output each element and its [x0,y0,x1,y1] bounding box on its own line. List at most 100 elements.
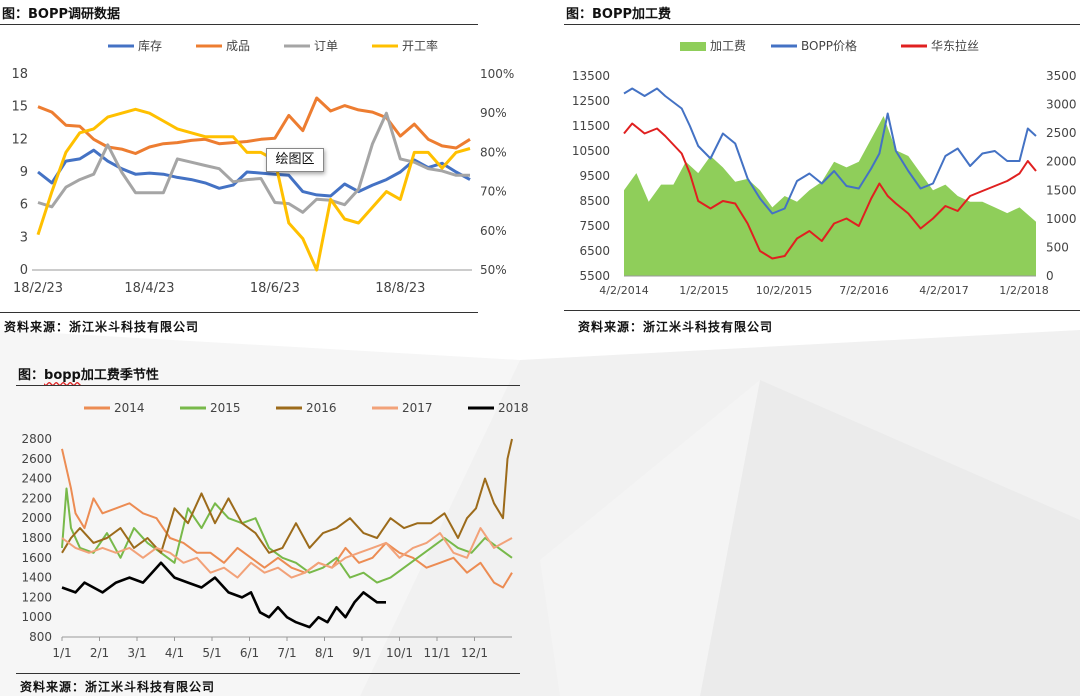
panel3-title: 图：bopp加工费季节性 [18,364,159,383]
y-right-tick-label: 70% [480,185,507,199]
y-left-tick-label: 10500 [572,144,610,158]
y-right-tick-label: 2500 [1046,126,1077,140]
plot-area-tooltip: 绘图区 [266,148,324,172]
y-right-tick-label: 100% [480,67,514,81]
y-tick-label: 1600 [21,551,52,565]
x-tick-label: 8/1 [315,646,334,660]
series-line-库存 [37,148,471,198]
x-tick-label: 7/1 [277,646,296,660]
legend-label: 2018 [498,401,529,415]
x-tick-label: 11/1 [424,646,451,660]
x-tick-label: 18/2/23 [13,281,63,296]
x-tick-label: 9/1 [352,646,371,660]
y-left-tick-label: 0 [20,263,28,278]
panel3-title-word: bopp [44,368,81,383]
legend-label: 开工率 [402,38,438,53]
y-left-tick-label: 18 [11,67,28,82]
y-right-tick-label: 0 [1046,269,1054,283]
y-right-tick-label: 2000 [1046,155,1077,169]
x-tick-label: 10/2/2015 [756,284,812,297]
panel1-source-rule [0,312,478,313]
panel2-source-rule [564,310,1080,311]
series-line-2015 [61,487,513,584]
y-tick-label: 2600 [21,452,52,466]
y-right-tick-label: 50% [480,263,507,277]
legend-label: 2017 [402,401,433,415]
y-right-tick-label: 3000 [1046,98,1077,112]
y-left-tick-label: 13500 [572,69,610,83]
series-area-加工费 [624,116,1036,276]
y-left-tick-label: 7500 [579,219,610,233]
y-left-tick-label: 5500 [579,269,610,283]
y-right-tick-label: 1500 [1046,183,1077,197]
y-left-tick-label: 15 [11,100,28,115]
y-tick-label: 1200 [21,590,52,604]
y-left-tick-label: 8500 [579,194,610,208]
chart-bopp-processing-fee[interactable]: 加工费 BOPP价格 华东拉丝 5500 6500 7500 8500 9500 10500 11… [560,26,1080,302]
legend-label: 2014 [114,401,145,415]
panel2-title-rule [564,24,1080,25]
y-tick-label: 2400 [21,472,52,486]
x-tick-label: 4/2/2017 [919,284,968,297]
legend-label: 加工费 [710,39,746,53]
x-tick-label: 2/1 [90,646,109,660]
y-left-tick-label: 3 [20,230,28,245]
legend-label: BOPP价格 [801,38,857,53]
panel2-source: 资料来源：浙江米斗科技有限公司 [578,320,774,334]
series-line-订单 [37,111,470,214]
y-right-tick-label: 500 [1046,240,1069,254]
series-line-华东拉丝 [623,122,1037,260]
y-tick-label: 2800 [21,432,52,446]
chart-bopp-seasonality[interactable]: 2014 2015 2016 2017 2018 800 1000 1200 1400 1600 1… [0,392,530,668]
y-tick-label: 800 [29,630,52,644]
y-tick-label: 1800 [21,531,52,545]
y-left-tick-label: 9500 [579,169,610,183]
panel3-title-rule [16,385,520,386]
x-tick-label: 18/4/23 [124,281,174,296]
legend-swatch [680,42,706,51]
y-left-tick-label: 6 [20,198,28,213]
x-tick-label: 3/1 [127,646,146,660]
panel1-source: 资料来源：浙江米斗科技有限公司 [4,320,200,334]
series-line-BOPP价格 [623,87,1037,215]
x-tick-label: 4/1 [165,646,184,660]
series-line-2017 [61,527,513,579]
legend-label: 订单 [314,39,338,53]
x-tick-label: 12/1 [461,646,488,660]
x-tick-label: 4/2/2014 [599,284,648,297]
legend-label: 2016 [306,401,337,415]
legend-label: 成品 [226,39,250,53]
x-tick-label: 5/1 [202,646,221,660]
y-left-tick-label: 12500 [572,94,610,108]
legend-label: 华东拉丝 [931,38,979,53]
y-left-tick-label: 6500 [579,244,610,258]
series-line-成品 [37,96,471,155]
series-line-2018 [61,561,386,629]
x-tick-label: 1/2/2018 [999,284,1048,297]
panel3-title-prefix: 图： [18,368,45,383]
y-right-tick-label: 60% [480,224,507,238]
panel2-title: 图：BOPP加工费 [566,7,672,22]
legend-label: 2015 [210,401,241,415]
x-tick-label: 18/8/23 [375,281,425,296]
y-tick-label: 2000 [21,511,52,525]
y-tick-label: 2200 [21,491,52,505]
x-tick-label: 10/1 [386,646,413,660]
y-right-tick-label: 1000 [1046,212,1077,226]
legend-label: 库存 [138,38,162,53]
panel3-title-suffix: 加工费季节性 [80,368,159,383]
y-left-tick-label: 9 [20,165,28,180]
series-line-2016 [61,438,513,554]
x-tick-label: 1/1 [52,646,71,660]
panel3-source-rule [16,673,520,674]
x-tick-label: 18/6/23 [250,281,300,296]
series-line-2014 [61,448,513,589]
y-right-tick-label: 90% [480,106,507,120]
y-tick-label: 1000 [21,610,52,624]
panel3-source: 资料来源：浙江米斗科技有限公司 [20,680,216,694]
y-left-tick-label: 12 [11,132,28,147]
y-left-tick-label: 11500 [572,119,610,133]
chart-bopp-survey[interactable]: 库存 成品 订单 开工率 0 3 6 9 12 15 18 50% 60% 70% 80% 90% 100% 18… [0,26,520,302]
y-tick-label: 1400 [21,571,52,585]
y-right-tick-label: 80% [480,145,507,159]
